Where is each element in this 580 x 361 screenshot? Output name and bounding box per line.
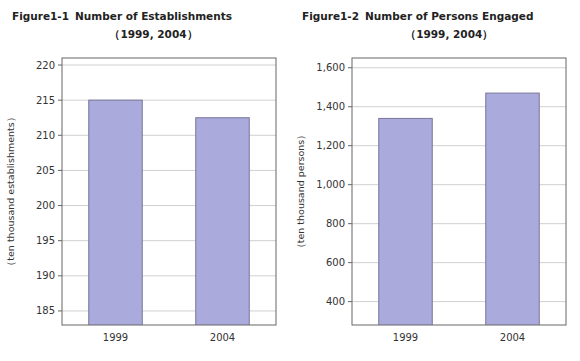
x-tick-label: 1999 xyxy=(393,332,418,343)
y-tick-label: 1,000 xyxy=(316,179,345,190)
chart-root: Figure1-1 Number of Establishments （1999, … xyxy=(0,0,580,361)
figure-label: Figure1-2 xyxy=(302,10,359,22)
y-tick-label: 205 xyxy=(36,165,55,176)
tick-mark xyxy=(58,170,62,171)
y-tick-label: 1,200 xyxy=(316,140,345,151)
bar xyxy=(89,100,143,325)
y-tick-label: 1,400 xyxy=(316,101,345,112)
y-tick-label: 210 xyxy=(36,130,55,141)
bars xyxy=(379,93,540,325)
tick-mark xyxy=(58,65,62,66)
plot-frame xyxy=(62,58,276,325)
plot-frame xyxy=(352,58,566,325)
y-axis-label: （ten thousand establishments） xyxy=(5,112,16,270)
bar xyxy=(196,118,250,325)
y-tick-label: 195 xyxy=(36,235,55,246)
panel: Figure1-2 Number of Persons Engaged （1999,… xyxy=(295,10,566,361)
bars xyxy=(89,100,250,325)
title: Number of Establishments xyxy=(75,10,232,22)
tick-mark xyxy=(348,184,352,185)
tick-mark xyxy=(58,205,62,206)
x-tick-label: 1999 xyxy=(103,332,128,343)
bar xyxy=(486,93,540,325)
tick-mark xyxy=(348,106,352,107)
y-axis-label: （ten thousand persons） xyxy=(295,130,306,254)
subtitle: （1999, 2004） xyxy=(405,28,493,41)
y-tick-label: 220 xyxy=(36,60,55,71)
tick-mark xyxy=(58,275,62,276)
y-tick-label: 185 xyxy=(36,305,55,316)
tick-mark xyxy=(348,223,352,224)
tick-mark xyxy=(58,135,62,136)
panel: Figure1-1 Number of Establishments （1999, … xyxy=(5,10,276,361)
tick-mark xyxy=(348,262,352,263)
bar xyxy=(379,118,433,325)
y-tick-label: 600 xyxy=(326,257,345,268)
tick-mark xyxy=(348,67,352,68)
y-tick-label: 190 xyxy=(36,270,55,281)
x-tick-label: 2004 xyxy=(210,332,235,343)
tick-mark xyxy=(348,145,352,146)
tick-mark xyxy=(348,301,352,302)
y-tick-label: 200 xyxy=(36,200,55,211)
grid-line xyxy=(62,65,276,66)
figure-label: Figure1-1 xyxy=(12,10,69,22)
x-tick-label: 2004 xyxy=(500,332,525,343)
tick-mark xyxy=(58,310,62,311)
tick-mark xyxy=(58,240,62,241)
subtitle: （1999, 2004） xyxy=(109,28,197,41)
grid-line xyxy=(352,67,566,68)
y-tick-label: 400 xyxy=(326,296,345,307)
y-tick-label: 1,600 xyxy=(316,62,345,73)
tick-mark xyxy=(58,100,62,101)
y-tick-label: 215 xyxy=(36,95,55,106)
title: Number of Persons Engaged xyxy=(365,10,533,22)
y-tick-label: 800 xyxy=(326,218,345,229)
